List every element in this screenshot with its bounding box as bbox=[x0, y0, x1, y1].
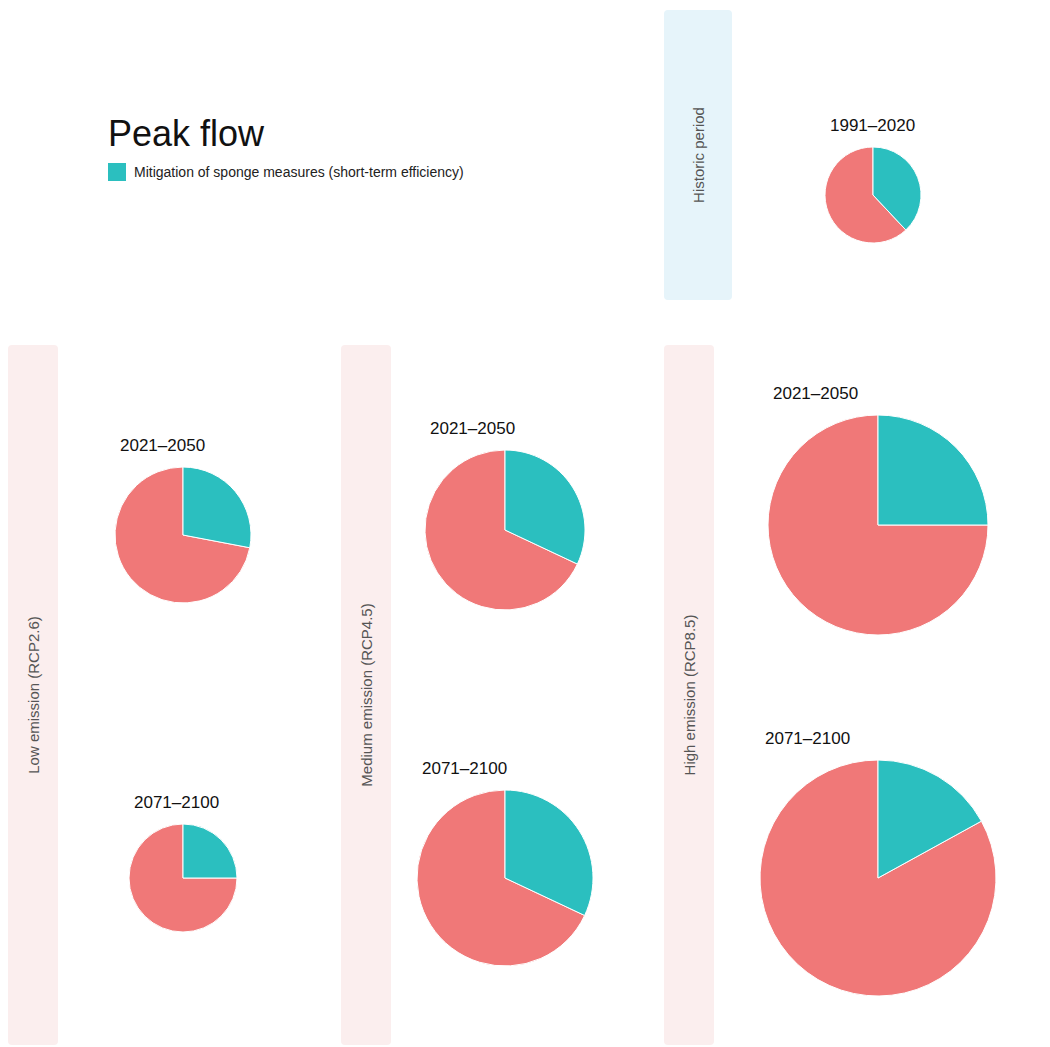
pie bbox=[768, 415, 988, 635]
pie bbox=[425, 450, 585, 610]
pie-slice bbox=[768, 415, 988, 635]
pie bbox=[825, 147, 921, 243]
column-header: Low emission (RCP2.6) bbox=[25, 616, 42, 774]
pie-title: 2021–2050 bbox=[120, 436, 205, 455]
column-header: High emission (RCP8.5) bbox=[681, 615, 698, 776]
pie-title: 2071–2100 bbox=[134, 793, 219, 812]
pie bbox=[417, 790, 593, 966]
column-band bbox=[664, 345, 714, 1045]
column-header: Medium emission (RCP4.5) bbox=[358, 603, 375, 786]
pie bbox=[115, 467, 251, 603]
pie-slice bbox=[505, 450, 585, 564]
chart: Historic period Low emission (RCP2.6) Medi… bbox=[0, 0, 1050, 1047]
pie-title: 2071–2100 bbox=[765, 729, 850, 748]
title: Peak flow bbox=[108, 113, 265, 154]
pie-slice bbox=[505, 790, 593, 915]
pie-slice bbox=[760, 760, 996, 996]
pie bbox=[129, 824, 237, 932]
legend-swatch bbox=[108, 163, 126, 181]
pie-title: 2021–2050 bbox=[430, 419, 515, 438]
column-band bbox=[341, 345, 391, 1045]
column-band bbox=[664, 10, 732, 300]
pie-slice bbox=[129, 824, 237, 932]
legend-entry: Mitigation of sponge measures (short-ter… bbox=[134, 164, 464, 180]
pie-slice bbox=[878, 760, 981, 878]
pie-slice bbox=[878, 415, 988, 525]
column-band bbox=[8, 345, 58, 1045]
pie-slice bbox=[183, 467, 251, 548]
pie bbox=[760, 760, 996, 996]
pie-slice bbox=[873, 147, 921, 230]
pie-title: 1991–2020 bbox=[830, 116, 915, 135]
pie-slice bbox=[183, 824, 237, 878]
pie-title: 2021–2050 bbox=[773, 384, 858, 403]
column-header: Historic period bbox=[690, 107, 707, 203]
pie-title: 2071–2100 bbox=[422, 759, 507, 778]
